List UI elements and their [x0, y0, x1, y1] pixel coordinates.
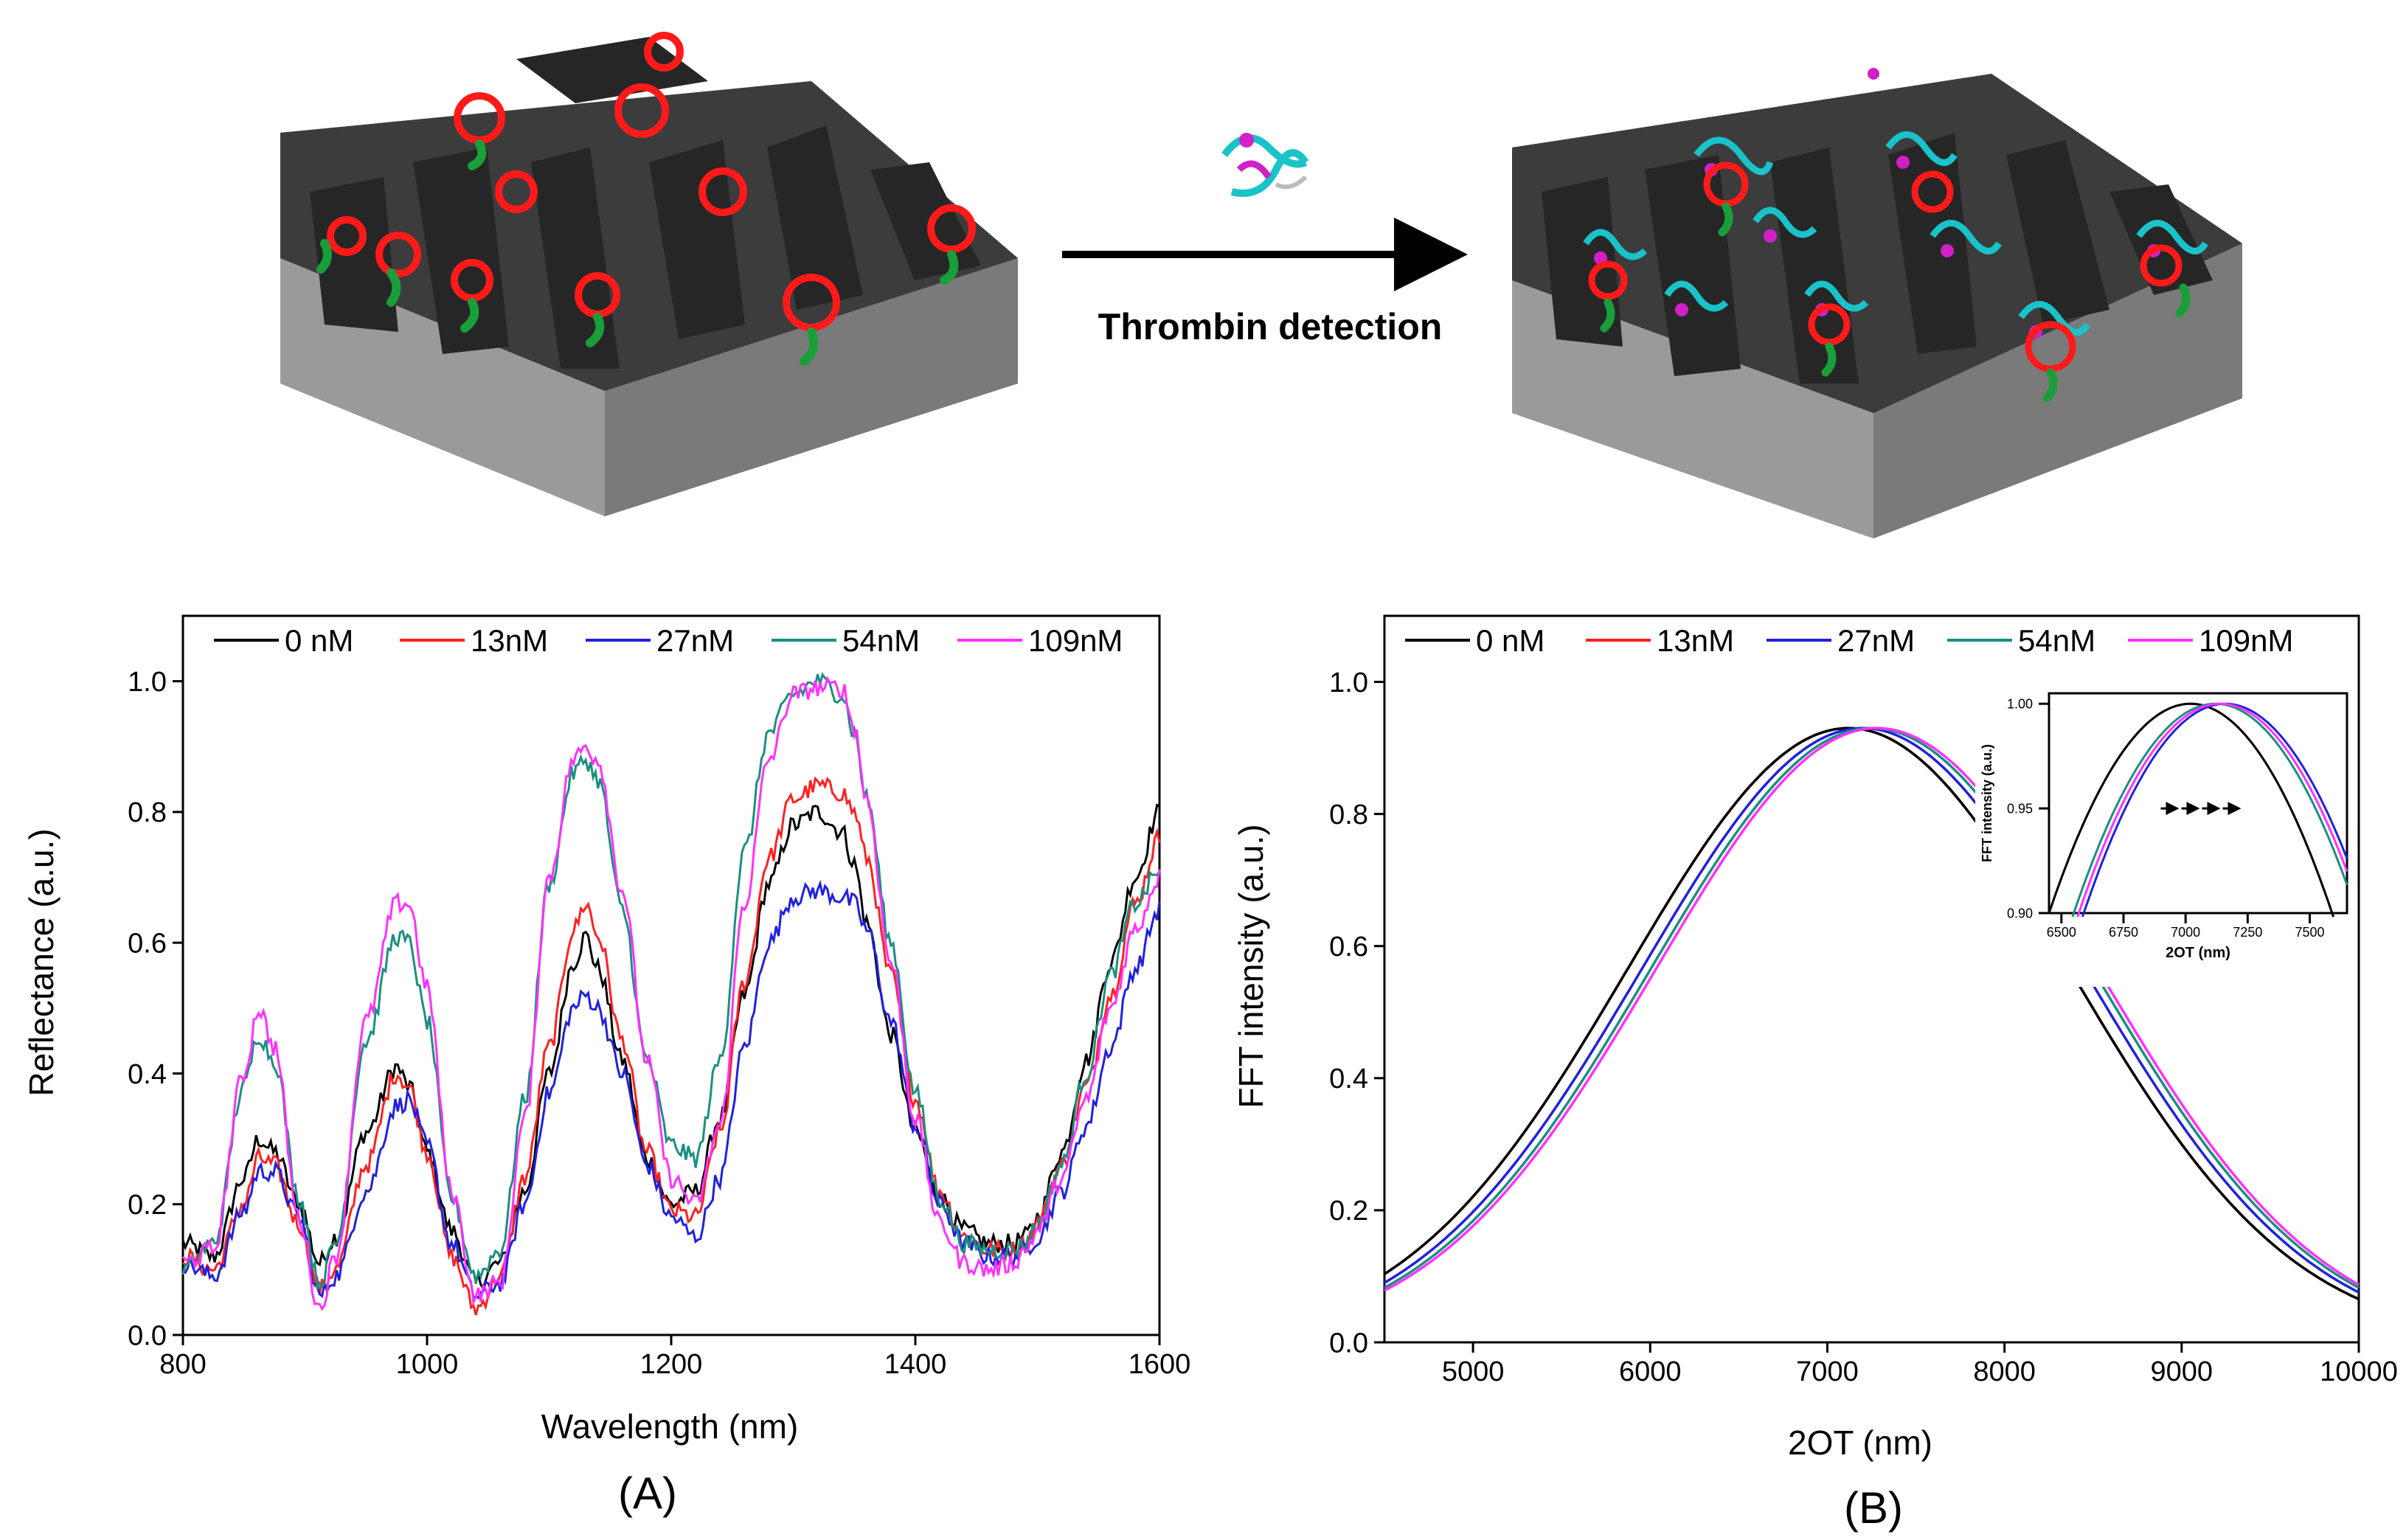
panel-b-series-line [1384, 726, 2360, 1300]
panel-a-x-tick-label: 1600 [1129, 1349, 1191, 1380]
inset-x-axis-label: 2OT (nm) [2166, 945, 2230, 961]
panel-a-y-tick-label: 0.2 [128, 1190, 167, 1221]
panel-b-x-axis-label: 2OT (nm) [1788, 1423, 1932, 1462]
panel-b-inset: 6500 6750 7000 7250 7500 0.90 0.95 1.00 2OT (nm)… [1975, 679, 2354, 987]
chart-panel-a: 800 1000 1200 1400 1600 0.0 0.2 0.4 0.6 0.8 1.0 0 … [22, 614, 1191, 1518]
panel-a-legend-label: 13nM [471, 623, 548, 658]
panel-b-x-tick-label: 7000 [1796, 1356, 1859, 1387]
panel-b-legend-label: 27nM [1837, 623, 1915, 658]
panel-b-legend-label: 0 nM [1476, 623, 1545, 658]
panel-a-series-line [181, 672, 1161, 1290]
panel-a-legend-label: 54nM [842, 623, 920, 658]
inset-background [1975, 679, 2354, 987]
inset-x-tick-label: 6500 [2047, 925, 2076, 940]
inset-frame [2048, 692, 2348, 915]
panel-a-legend-label: 0 nM [285, 623, 353, 658]
panel-b-series-line [1384, 726, 2360, 1292]
panel-b-legend-label: 109nM [2199, 623, 2293, 658]
panel-b-axes: 5000 6000 7000 8000 9000 10000 0.0 0.2 0.4 0.6 0.8… [1329, 614, 2398, 1387]
panel-a-series [181, 672, 1161, 1316]
panel-b-legend-label: 13nM [1657, 623, 1734, 658]
panel-b-legend-label: 54nM [2018, 623, 2095, 658]
inset-series-line [2076, 702, 2348, 918]
panel-a-x-tick-label: 1200 [640, 1349, 703, 1380]
panel-b-y-tick-label: 0.2 [1329, 1196, 1368, 1227]
chart-panel-b: 5000 6000 7000 8000 9000 10000 0.0 0.2 0.4 0.6 0.8… [1232, 614, 2398, 1533]
panel-a-label: (A) [618, 1468, 677, 1518]
panel-a-y-tick-label: 0.8 [128, 797, 167, 828]
panel-a-y-tick-label: 1.0 [128, 667, 167, 698]
panel-b-x-tick-label: 5000 [1442, 1356, 1505, 1387]
panel-b-frame [1383, 614, 2360, 1344]
panel-b-y-tick-label: 0.8 [1329, 800, 1368, 830]
inset-y-tick-label: 1.00 [2007, 696, 2033, 711]
panel-a-y-tick-label: 0.0 [128, 1320, 167, 1351]
panel-a-x-tick-label: 1400 [884, 1349, 947, 1380]
schematic-before [280, 32, 1018, 516]
inset-y-tick-label: 0.90 [2007, 906, 2033, 920]
inset-x-tick-label: 7500 [2295, 925, 2324, 940]
panel-b-y-tick-label: 1.0 [1329, 667, 1368, 698]
panel-b-y-axis-label: FFT intensity (a.u.) [1232, 824, 1270, 1108]
panel-b-legend: 0 nM 13nM 27nM 54nM 109nM [1405, 623, 2293, 658]
panel-a-legend: 0 nM 13nM 27nM 54nM 109nM [214, 623, 1123, 658]
panel-a-frame [181, 614, 1161, 1336]
panel-a-x-axis-label: Wavelength (nm) [541, 1407, 799, 1446]
arrow-label: Thrombin detection [1098, 306, 1443, 347]
inset-x-tick-label: 6750 [2109, 925, 2138, 940]
inset-x-tick-label: 7000 [2171, 925, 2200, 940]
panel-a-y-tick-label: 0.6 [128, 928, 167, 959]
panel-b-x-tick-label: 10000 [2320, 1356, 2398, 1387]
panel-a-axes: 800 1000 1200 1400 1600 0.0 0.2 0.4 0.6 0.8 1.0 [128, 614, 1191, 1380]
panel-b-y-tick-label: 0.6 [1329, 932, 1368, 962]
panel-b-y-tick-label: 0.4 [1329, 1064, 1368, 1095]
panel-a-x-tick-label: 1000 [396, 1349, 459, 1380]
panel-a-legend-label: 109nM [1028, 623, 1123, 658]
panel-b-x-tick-label: 9000 [2151, 1356, 2213, 1387]
panel-b-series [1384, 726, 2360, 1300]
panel-b-label: (B) [1844, 1483, 1903, 1533]
schematic-after [1512, 68, 2242, 538]
panel-a-legend-label: 27nM [656, 623, 734, 658]
panel-b-x-tick-label: 6000 [1619, 1356, 1682, 1387]
thrombin-molecule [1221, 133, 1309, 197]
inset-y-tick-label: 0.95 [2007, 801, 2033, 816]
panel-a-y-tick-label: 0.4 [128, 1059, 167, 1090]
inset-x-tick-label: 7250 [2233, 925, 2262, 940]
panel-b-x-tick-label: 8000 [1973, 1356, 2036, 1387]
panel-a-series-line [181, 776, 1161, 1316]
panel-a-series-line [181, 676, 1161, 1311]
panel-a-y-axis-label: Reflectance (a.u.) [22, 828, 60, 1096]
panel-a-x-tick-label: 800 [159, 1349, 206, 1380]
panel-a-series-line [182, 879, 1161, 1300]
inset-series-line [2048, 702, 2334, 918]
schematic-reaction-arrow: Thrombin detection [1062, 218, 1468, 347]
inset-y-axis-label: FFT intensity (a.u.) [1980, 744, 1994, 862]
panel-b-y-tick-label: 0.0 [1329, 1328, 1368, 1359]
